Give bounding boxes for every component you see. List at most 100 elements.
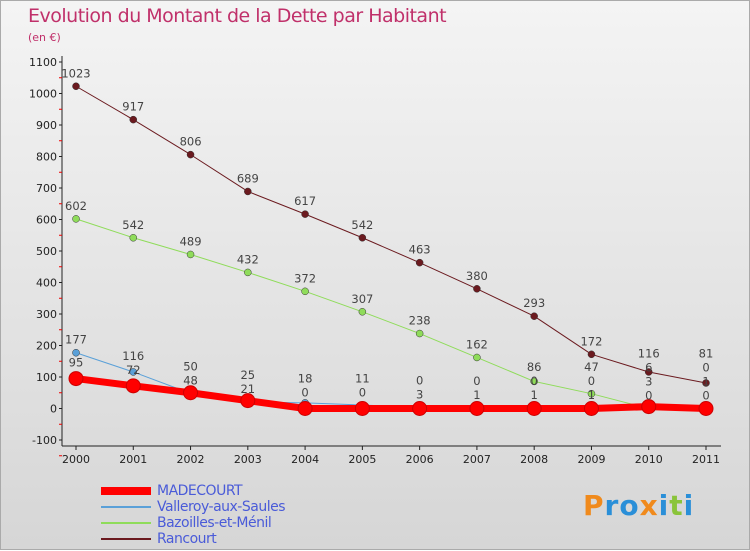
y-tick-label: 1000	[29, 88, 57, 101]
data-point-madecourt	[583, 401, 599, 416]
series-line-madecourt	[75, 375, 707, 412]
data-point-rancourt	[473, 285, 481, 293]
legend: MADECOURT Valleroy-aux-Saules Bazoilles-et…	[101, 483, 286, 547]
data-point-madecourt	[412, 401, 428, 416]
legend-swatch	[101, 538, 151, 540]
data-label-rancourt: 917	[122, 100, 144, 114]
data-label-bazoilles-et-m-nil: 307	[351, 292, 373, 306]
data-label-madecourt: 0	[301, 386, 308, 400]
data-point-bazoilles-et-m-nil	[186, 250, 195, 259]
data-label-madecourt: 95	[69, 356, 84, 370]
x-tick-label: 2008	[520, 453, 548, 466]
legend-label: Bazoilles-et-Ménil	[157, 515, 272, 531]
data-label-valleroy-aux-saules: 48	[183, 373, 198, 387]
y-tick-label: 300	[36, 308, 57, 321]
data-label-valleroy-aux-saules: 3	[645, 375, 652, 389]
data-point-bazoilles-et-m-nil	[301, 287, 309, 296]
y-tick-label: 100	[36, 371, 57, 384]
x-tick-label: 2010	[635, 453, 663, 466]
data-label-rancourt: 172	[580, 334, 602, 348]
data-label-madecourt: 6	[645, 361, 652, 375]
data-point-rancourt	[702, 379, 710, 387]
data-point-bazoilles-et-m-nil	[358, 308, 367, 316]
y-tick-label: 500	[36, 245, 57, 258]
x-tick-label: 2006	[406, 453, 434, 466]
x-tick-label: 2003	[234, 453, 262, 466]
data-point-madecourt	[125, 378, 141, 394]
data-label-rancourt: 81	[699, 347, 714, 361]
data-point-bazoilles-et-m-nil	[530, 377, 538, 386]
legend-label: Rancourt	[157, 531, 217, 547]
y-tick-label: 1100	[29, 56, 57, 69]
x-tick-label: 2005	[348, 453, 376, 466]
y-tick-label: 600	[36, 214, 57, 227]
data-label-madecourt: 25	[240, 368, 255, 382]
data-label-rancourt: 689	[237, 171, 259, 185]
data-label-madecourt: 0	[473, 374, 480, 388]
data-label-valleroy-aux-saules: 1	[588, 388, 595, 402]
data-label-valleroy-aux-saules: 116	[122, 349, 144, 363]
data-point-rancourt	[358, 234, 367, 242]
legend-swatch	[101, 506, 151, 508]
data-label-valleroy-aux-saules: 18	[298, 372, 313, 386]
data-label-madecourt: 50	[183, 359, 198, 373]
data-label-valleroy-aux-saules: 3	[416, 388, 423, 402]
x-tick-label: 2002	[177, 453, 205, 466]
legend-item-madecourt: MADECOURT	[101, 483, 285, 499]
data-point-madecourt	[526, 401, 542, 416]
data-point-bazoilles-et-m-nil	[473, 353, 481, 362]
y-tick-label: 900	[36, 119, 57, 132]
chart-title: Evolution du Montant de la Dette par Hab…	[28, 5, 447, 27]
data-label-rancourt: 1023	[61, 66, 90, 80]
data-point-bazoilles-et-m-nil	[587, 389, 596, 398]
series-line-rancourt	[75, 85, 707, 384]
data-label-rancourt: 116	[638, 347, 660, 361]
data-label-rancourt: 617	[294, 194, 316, 208]
data-point-rancourt	[129, 115, 138, 124]
data-label-bazoilles-et-m-nil: 602	[65, 199, 87, 213]
data-point-rancourt	[415, 258, 424, 267]
data-point-bazoilles-et-m-nil	[244, 268, 252, 277]
y-tick-label: 400	[36, 277, 57, 290]
data-point-rancourt	[72, 82, 80, 91]
legend-item-valleroy-aux-saules: Valleroy-aux-Saules	[101, 499, 286, 515]
x-tick-label: 2004	[291, 453, 319, 466]
series-line-valleroy-aux-saules	[75, 352, 707, 409]
data-label-bazoilles-et-m-nil: 238	[409, 314, 431, 328]
chart-subtitle: (en €)	[28, 31, 61, 44]
data-point-madecourt	[641, 399, 657, 415]
y-tick-label: 800	[36, 151, 57, 164]
proxiti-logo: Proxiti	[583, 489, 695, 522]
y-tick-label: 0	[50, 403, 57, 416]
data-point-madecourt	[469, 401, 485, 416]
data-label-valleroy-aux-saules: 1	[702, 375, 709, 389]
x-tick-label: 2007	[463, 453, 491, 466]
data-label-valleroy-aux-saules: 1	[473, 388, 480, 402]
x-tick-label: 2001	[119, 453, 147, 466]
data-point-rancourt	[530, 312, 538, 320]
data-point-madecourt	[240, 393, 256, 409]
data-label-valleroy-aux-saules: 11	[355, 372, 370, 386]
data-point-madecourt	[297, 401, 313, 416]
y-tick-label: 700	[36, 182, 57, 195]
data-label-bazoilles-et-m-nil: 0	[702, 389, 709, 403]
data-label-rancourt: 380	[466, 269, 488, 283]
legend-item-bazoilles-et-m-nil: Bazoilles-et-Ménil	[101, 515, 285, 531]
data-label-madecourt: 0	[702, 361, 709, 375]
data-point-rancourt	[244, 187, 252, 196]
data-label-bazoilles-et-m-nil: 542	[122, 218, 144, 232]
data-label-valleroy-aux-saules: 177	[65, 333, 87, 347]
data-point-bazoilles-et-m-nil	[129, 234, 138, 242]
data-label-madecourt: 0	[531, 374, 538, 388]
data-point-bazoilles-et-m-nil	[72, 215, 80, 223]
data-point-valleroy-aux-saules	[129, 368, 138, 376]
data-point-madecourt	[698, 401, 714, 416]
data-point-rancourt	[186, 150, 195, 159]
data-label-madecourt: 0	[359, 386, 366, 400]
data-point-madecourt	[354, 401, 370, 416]
data-label-bazoilles-et-m-nil: 86	[527, 360, 542, 374]
data-label-rancourt: 806	[180, 135, 202, 149]
data-label-bazoilles-et-m-nil: 372	[294, 271, 316, 285]
